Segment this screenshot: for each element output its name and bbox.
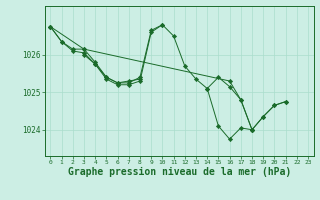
X-axis label: Graphe pression niveau de la mer (hPa): Graphe pression niveau de la mer (hPa) bbox=[68, 167, 291, 177]
